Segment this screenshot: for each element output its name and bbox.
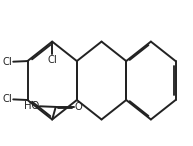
Text: O: O <box>74 102 82 112</box>
Text: HO: HO <box>24 101 39 111</box>
Text: Cl: Cl <box>3 57 12 67</box>
Text: Cl: Cl <box>47 55 57 65</box>
Text: Cl: Cl <box>3 94 12 104</box>
